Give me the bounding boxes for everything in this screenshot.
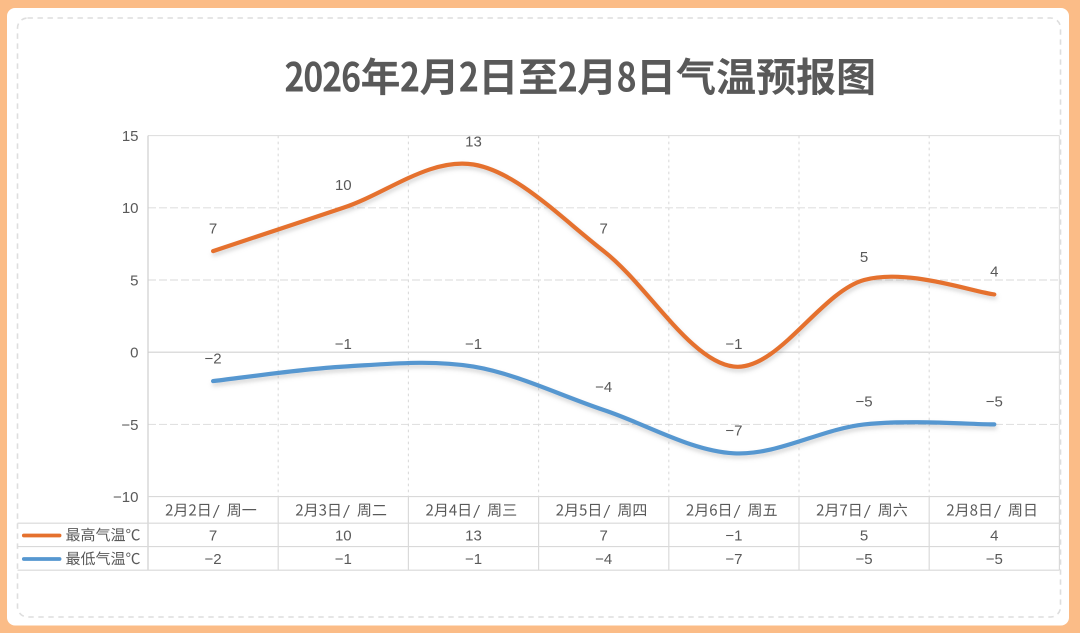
svg-text:4: 4 (990, 527, 998, 544)
svg-text:7: 7 (209, 527, 217, 544)
svg-text:−10: −10 (113, 489, 138, 506)
svg-text:7: 7 (209, 220, 217, 237)
svg-text:−7: −7 (725, 423, 742, 440)
svg-text:−5: −5 (856, 394, 873, 411)
svg-text:−2: −2 (205, 350, 222, 367)
svg-text:−1: −1 (335, 336, 352, 353)
svg-text:0: 0 (130, 345, 138, 362)
svg-text:7: 7 (600, 220, 608, 237)
svg-text:−2: −2 (205, 551, 222, 568)
svg-text:4: 4 (990, 264, 998, 281)
svg-text:13: 13 (465, 527, 482, 544)
svg-text:10: 10 (122, 200, 139, 217)
svg-text:−1: −1 (725, 336, 742, 353)
svg-text:10: 10 (335, 527, 352, 544)
svg-text:13: 13 (465, 134, 482, 151)
svg-text:−5: −5 (986, 551, 1003, 568)
svg-text:−5: −5 (121, 417, 138, 434)
svg-text:−4: −4 (595, 379, 612, 396)
svg-text:−1: −1 (335, 551, 352, 568)
svg-text:15: 15 (122, 128, 139, 145)
svg-text:−4: −4 (595, 551, 612, 568)
svg-text:7: 7 (600, 527, 608, 544)
svg-text:−1: −1 (465, 551, 482, 568)
svg-text:10: 10 (335, 177, 352, 194)
svg-text:−5: −5 (986, 394, 1003, 411)
svg-text:−5: −5 (856, 551, 873, 568)
svg-text:5: 5 (860, 249, 868, 266)
svg-text:−7: −7 (725, 551, 742, 568)
svg-text:−1: −1 (725, 527, 742, 544)
svg-text:−1: −1 (465, 336, 482, 353)
svg-text:5: 5 (130, 272, 138, 289)
svg-text:5: 5 (860, 527, 868, 544)
